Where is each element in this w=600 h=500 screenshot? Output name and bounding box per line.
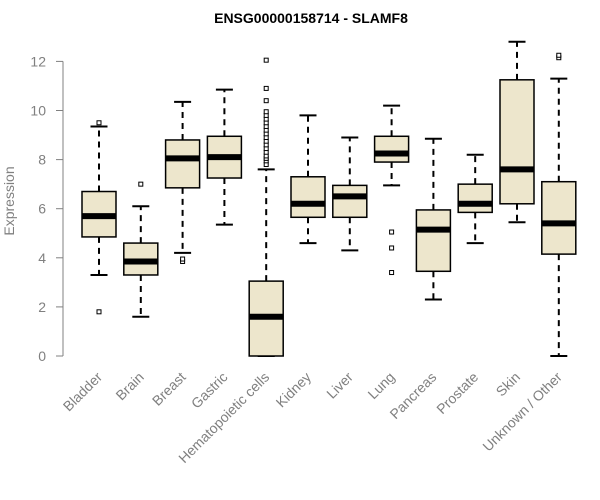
outlier-point [389, 245, 395, 251]
outlier-point [96, 309, 102, 315]
box-skin [499, 40, 535, 224]
x-tick-label: Liver [323, 369, 356, 402]
outlier-point [263, 85, 269, 91]
box-iqr [290, 176, 326, 219]
x-tick-label: Kidney [273, 369, 315, 411]
y-tick-label: 12 [30, 53, 46, 69]
box-iqr [499, 79, 535, 205]
x-tick-label: Prostate [433, 369, 481, 417]
y-tick-label: 2 [38, 299, 46, 315]
box-breast [164, 100, 201, 264]
x-tick-label: Unknown / Other [479, 369, 565, 455]
x-tick-label: Brain [112, 369, 146, 403]
box-unknown-other [541, 52, 577, 357]
plot-boxes [81, 40, 577, 357]
outlier-point [389, 229, 395, 235]
outlier-point [180, 256, 186, 262]
box-hematopoietic-cells [248, 57, 284, 357]
y-axis: 0 2 4 6 8 10 12 [30, 53, 64, 364]
box-iqr [415, 209, 452, 273]
outlier-point [138, 181, 144, 187]
box-prostate [457, 153, 493, 245]
box-liver [332, 136, 368, 252]
x-tick-label: Breast [149, 369, 189, 409]
box-iqr [541, 180, 577, 255]
x-tick-label: Skin [493, 369, 524, 400]
box-iqr [457, 183, 493, 214]
box-gastric [206, 88, 243, 226]
chart-title: ENSG00000158714 - SLAMF8 [214, 10, 408, 26]
y-tick-label: 4 [38, 250, 46, 266]
box-iqr [164, 139, 201, 189]
box-bladder [81, 120, 117, 315]
y-tick-label: 0 [38, 348, 46, 364]
outlier-point [556, 52, 562, 58]
outlier-point [263, 57, 269, 63]
x-tick-label: Bladder [60, 369, 106, 415]
box-kidney [290, 114, 326, 245]
box-pancreas [415, 137, 452, 301]
box-iqr [373, 135, 410, 163]
y-axis-label: Expression [1, 166, 17, 235]
outlier-point [96, 120, 102, 126]
y-tick-label: 6 [38, 201, 46, 217]
y-tick-label: 8 [38, 152, 46, 168]
x-tick-label: Lung [364, 369, 397, 402]
outlier-point [263, 109, 269, 115]
y-tick-label: 10 [30, 103, 46, 119]
box-iqr [332, 184, 368, 219]
outlier-point [389, 270, 395, 276]
box-lung [373, 104, 410, 276]
box-brain [123, 181, 159, 318]
outlier-point [263, 98, 269, 104]
